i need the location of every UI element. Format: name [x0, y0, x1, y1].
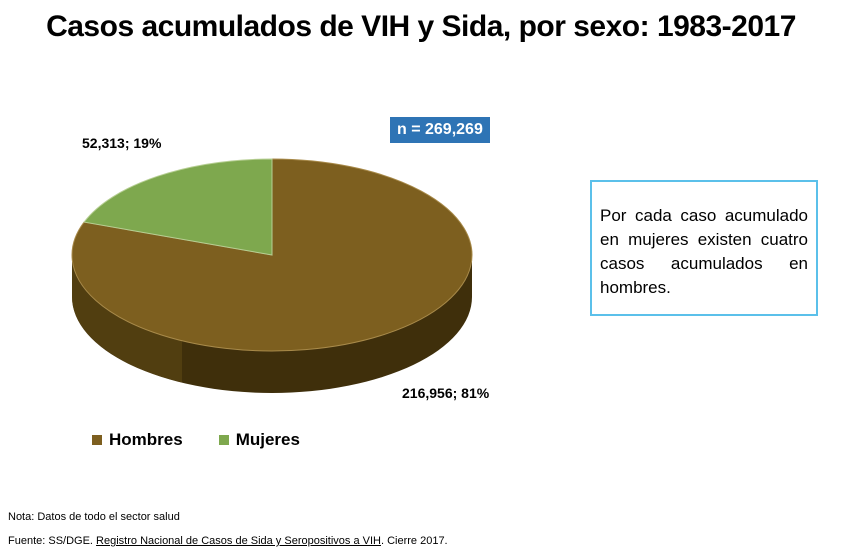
total-badge: n = 269,269 [390, 117, 490, 143]
footnote-nota: Nota: Datos de todo el sector salud [8, 511, 180, 523]
note-box: Por cada caso acumulado en mujeres exist… [590, 180, 818, 316]
legend-label-mujeres: Mujeres [235, 430, 300, 449]
data-label-mujeres: 52,313; 19% [82, 135, 162, 151]
pie-side-highlight [72, 255, 182, 383]
pie-slice-mujeres [83, 158, 273, 256]
legend-swatch-mujeres [218, 435, 229, 445]
legend-label-hombres: Hombres [109, 430, 183, 449]
footnote-fuente: Fuente: SS/DGE. Registro Nacional de Cas… [8, 535, 448, 547]
pie-slice-hombres [71, 158, 473, 352]
legend: Hombres Mujeres [92, 430, 300, 450]
fuente-link[interactable]: Registro Nacional de Casos de Sida y Ser… [96, 535, 381, 547]
fuente-suffix: . Cierre 2017. [380, 535, 448, 547]
fuente-prefix: Fuente: SS/DGE. [8, 535, 97, 547]
legend-item-hombres: Hombres [92, 430, 183, 450]
data-label-hombres: 216,956; 81% [402, 385, 490, 401]
legend-item-mujeres: Mujeres [218, 430, 300, 450]
chart-title: Casos acumulados de VIH y Sida, por sexo… [46, 10, 796, 43]
note-text: Por cada caso acumulado en mujeres exist… [600, 206, 808, 297]
legend-swatch-hombres [92, 435, 102, 445]
